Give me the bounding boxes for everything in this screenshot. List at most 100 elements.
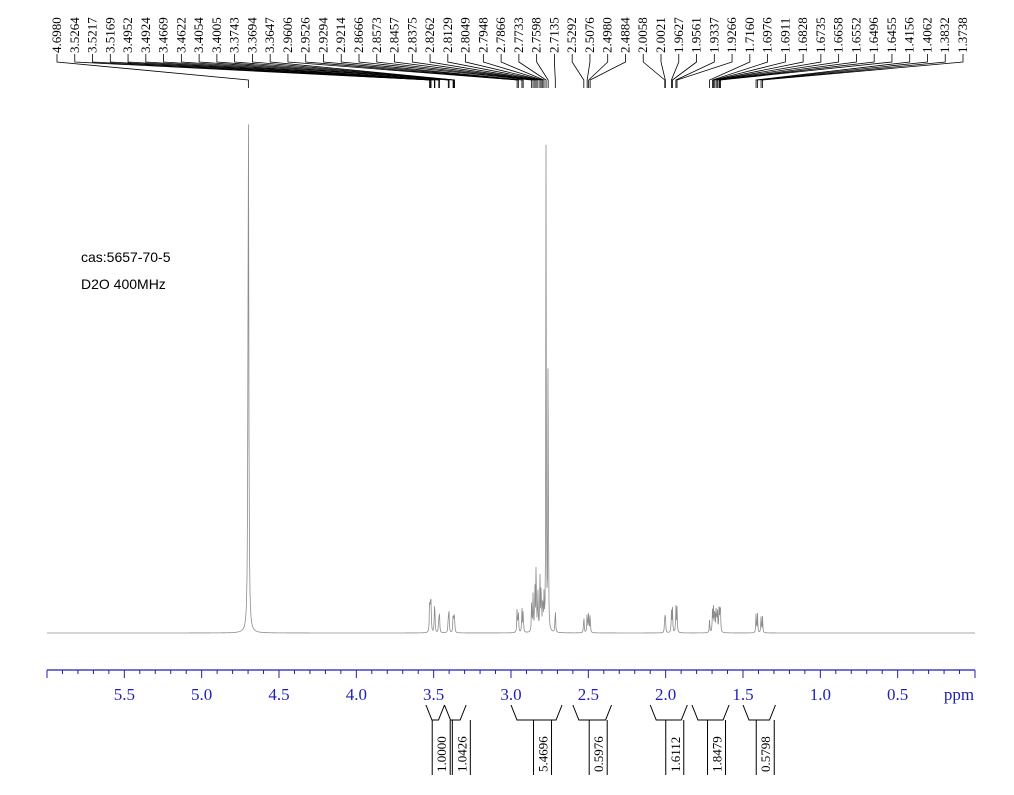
spectrum-trace [47, 124, 975, 634]
peak-connector [760, 54, 946, 88]
peak-label: 2.4980 [600, 17, 615, 53]
peak-connector [340, 54, 524, 88]
peak-connector [588, 54, 609, 88]
peak-label: 2.7135 [546, 17, 561, 53]
peak-label: 3.4952 [120, 17, 135, 53]
peak-connector [411, 54, 537, 88]
peak-label: 2.8573 [369, 17, 384, 53]
peak-connector [358, 54, 533, 88]
peak-label: 2.4884 [617, 17, 632, 53]
peak-connector [715, 54, 822, 88]
peak-label: 4.6980 [49, 17, 64, 53]
peak-label: 1.6976 [760, 17, 775, 53]
peak-label: 2.9214 [333, 17, 348, 53]
peak-connector [518, 54, 547, 88]
peak-label: 3.3647 [262, 17, 277, 53]
peak-label: 1.6828 [795, 17, 810, 53]
integral-group: 1.0000 1.0426 5.4696 0.5976 1.6112 1.8479 0.57… [425, 704, 776, 775]
peak-label: 3.4622 [173, 17, 188, 53]
peak-connector [127, 54, 435, 88]
peak-label: 2.9294 [315, 17, 330, 53]
peak-connector [660, 54, 666, 88]
integral-bracket [691, 704, 730, 721]
peak-connector [536, 54, 549, 88]
peak-label: 1.6496 [866, 17, 881, 53]
x-tick-label: 2.5 [578, 685, 599, 704]
sample-cas-number: cas:5657-70-5 [81, 249, 171, 265]
peak-label: 1.9561 [689, 17, 704, 53]
x-tick-label: 4.0 [346, 685, 367, 704]
peak-connector [586, 54, 591, 88]
peak-connector [323, 54, 523, 88]
peak-connector [757, 54, 928, 88]
peak-connector [56, 54, 249, 88]
peak-connector [571, 54, 585, 88]
peak-label: 1.6911 [777, 18, 792, 53]
peak-label: 1.4156 [902, 17, 917, 53]
peak-connector [74, 54, 430, 88]
peak-label: 2.7948 [475, 17, 490, 53]
peak-label: 2.8666 [351, 17, 366, 53]
peak-connector [109, 54, 432, 88]
peak-connector [180, 54, 440, 88]
peak-label: 3.5217 [85, 17, 100, 53]
peak-label: 1.7160 [742, 17, 757, 53]
peak-connector [718, 54, 857, 88]
x-tick-label: 0.5 [887, 685, 908, 704]
peak-connector [755, 54, 911, 88]
peak-connector [287, 54, 518, 88]
peak-connector [554, 54, 556, 88]
peak-label: 1.3738 [955, 17, 970, 53]
peak-connector [714, 54, 804, 88]
x-tick-label: 1.0 [810, 685, 831, 704]
peak-label: 3.4054 [191, 17, 206, 53]
peak-connector [712, 54, 768, 88]
peak-label: 2.5076 [582, 17, 597, 53]
peak-label: 1.6658 [831, 17, 846, 53]
peak-connector [720, 54, 893, 88]
peak-label: 1.9266 [724, 17, 739, 53]
peak-connector [719, 54, 875, 88]
peak-connector [589, 54, 626, 88]
x-tick-label: 4.5 [268, 685, 289, 704]
x-tick-label: 5.5 [114, 685, 135, 704]
peak-label: 2.8049 [458, 17, 473, 53]
peak-label: 3.4669 [156, 17, 171, 53]
integral-value-label: 0.5798 [758, 736, 773, 772]
peak-label: 1.6455 [884, 17, 899, 53]
peak-label: 2.8457 [387, 17, 402, 53]
peak-connector [709, 54, 751, 88]
integral-bracket [649, 704, 688, 721]
peak-connector [198, 54, 449, 88]
integral-value-label: 1.6112 [668, 737, 683, 772]
peak-label: 2.7733 [511, 17, 526, 53]
peak-label: 2.8262 [422, 17, 437, 53]
peak-connector [216, 54, 450, 88]
peak-connector [716, 54, 840, 88]
peak-label: 3.5169 [102, 17, 117, 53]
peak-label: 1.9627 [671, 17, 686, 53]
peak-connector [676, 54, 733, 88]
integral-bracket [572, 704, 612, 721]
peak-connector [145, 54, 436, 88]
peak-connector [394, 54, 536, 88]
peak-label: 1.9337 [706, 17, 721, 53]
sample-conditions: D2O 400MHz [81, 276, 166, 292]
integral-value-label: 1.0426 [454, 736, 469, 772]
peak-connector [234, 54, 454, 88]
peak-connector [429, 54, 539, 88]
integral-bracket [742, 704, 776, 721]
major-tick-group: 5.5 5.0 4.5 4.0 3.5 3.0 2.5 2.0 1.5 1.0 0.5 [114, 685, 909, 704]
peak-label: 2.5292 [564, 17, 579, 53]
x-axis: 5.5 5.0 4.5 4.0 3.5 3.0 2.5 2.0 1.5 1.0 0.5 ppm [46, 669, 976, 704]
peak-label: 2.8375 [404, 17, 419, 53]
peak-connector [482, 54, 544, 88]
peak-label: 2.0021 [653, 17, 668, 53]
peak-label: 3.3743 [227, 17, 242, 53]
x-tick-label: 2.0 [655, 685, 676, 704]
integral-value-label: 1.0000 [434, 736, 449, 772]
x-tick-label: 1.5 [732, 685, 753, 704]
peak-connector [252, 54, 455, 88]
peak-connector [305, 54, 519, 88]
peak-label: 2.8129 [440, 17, 455, 53]
